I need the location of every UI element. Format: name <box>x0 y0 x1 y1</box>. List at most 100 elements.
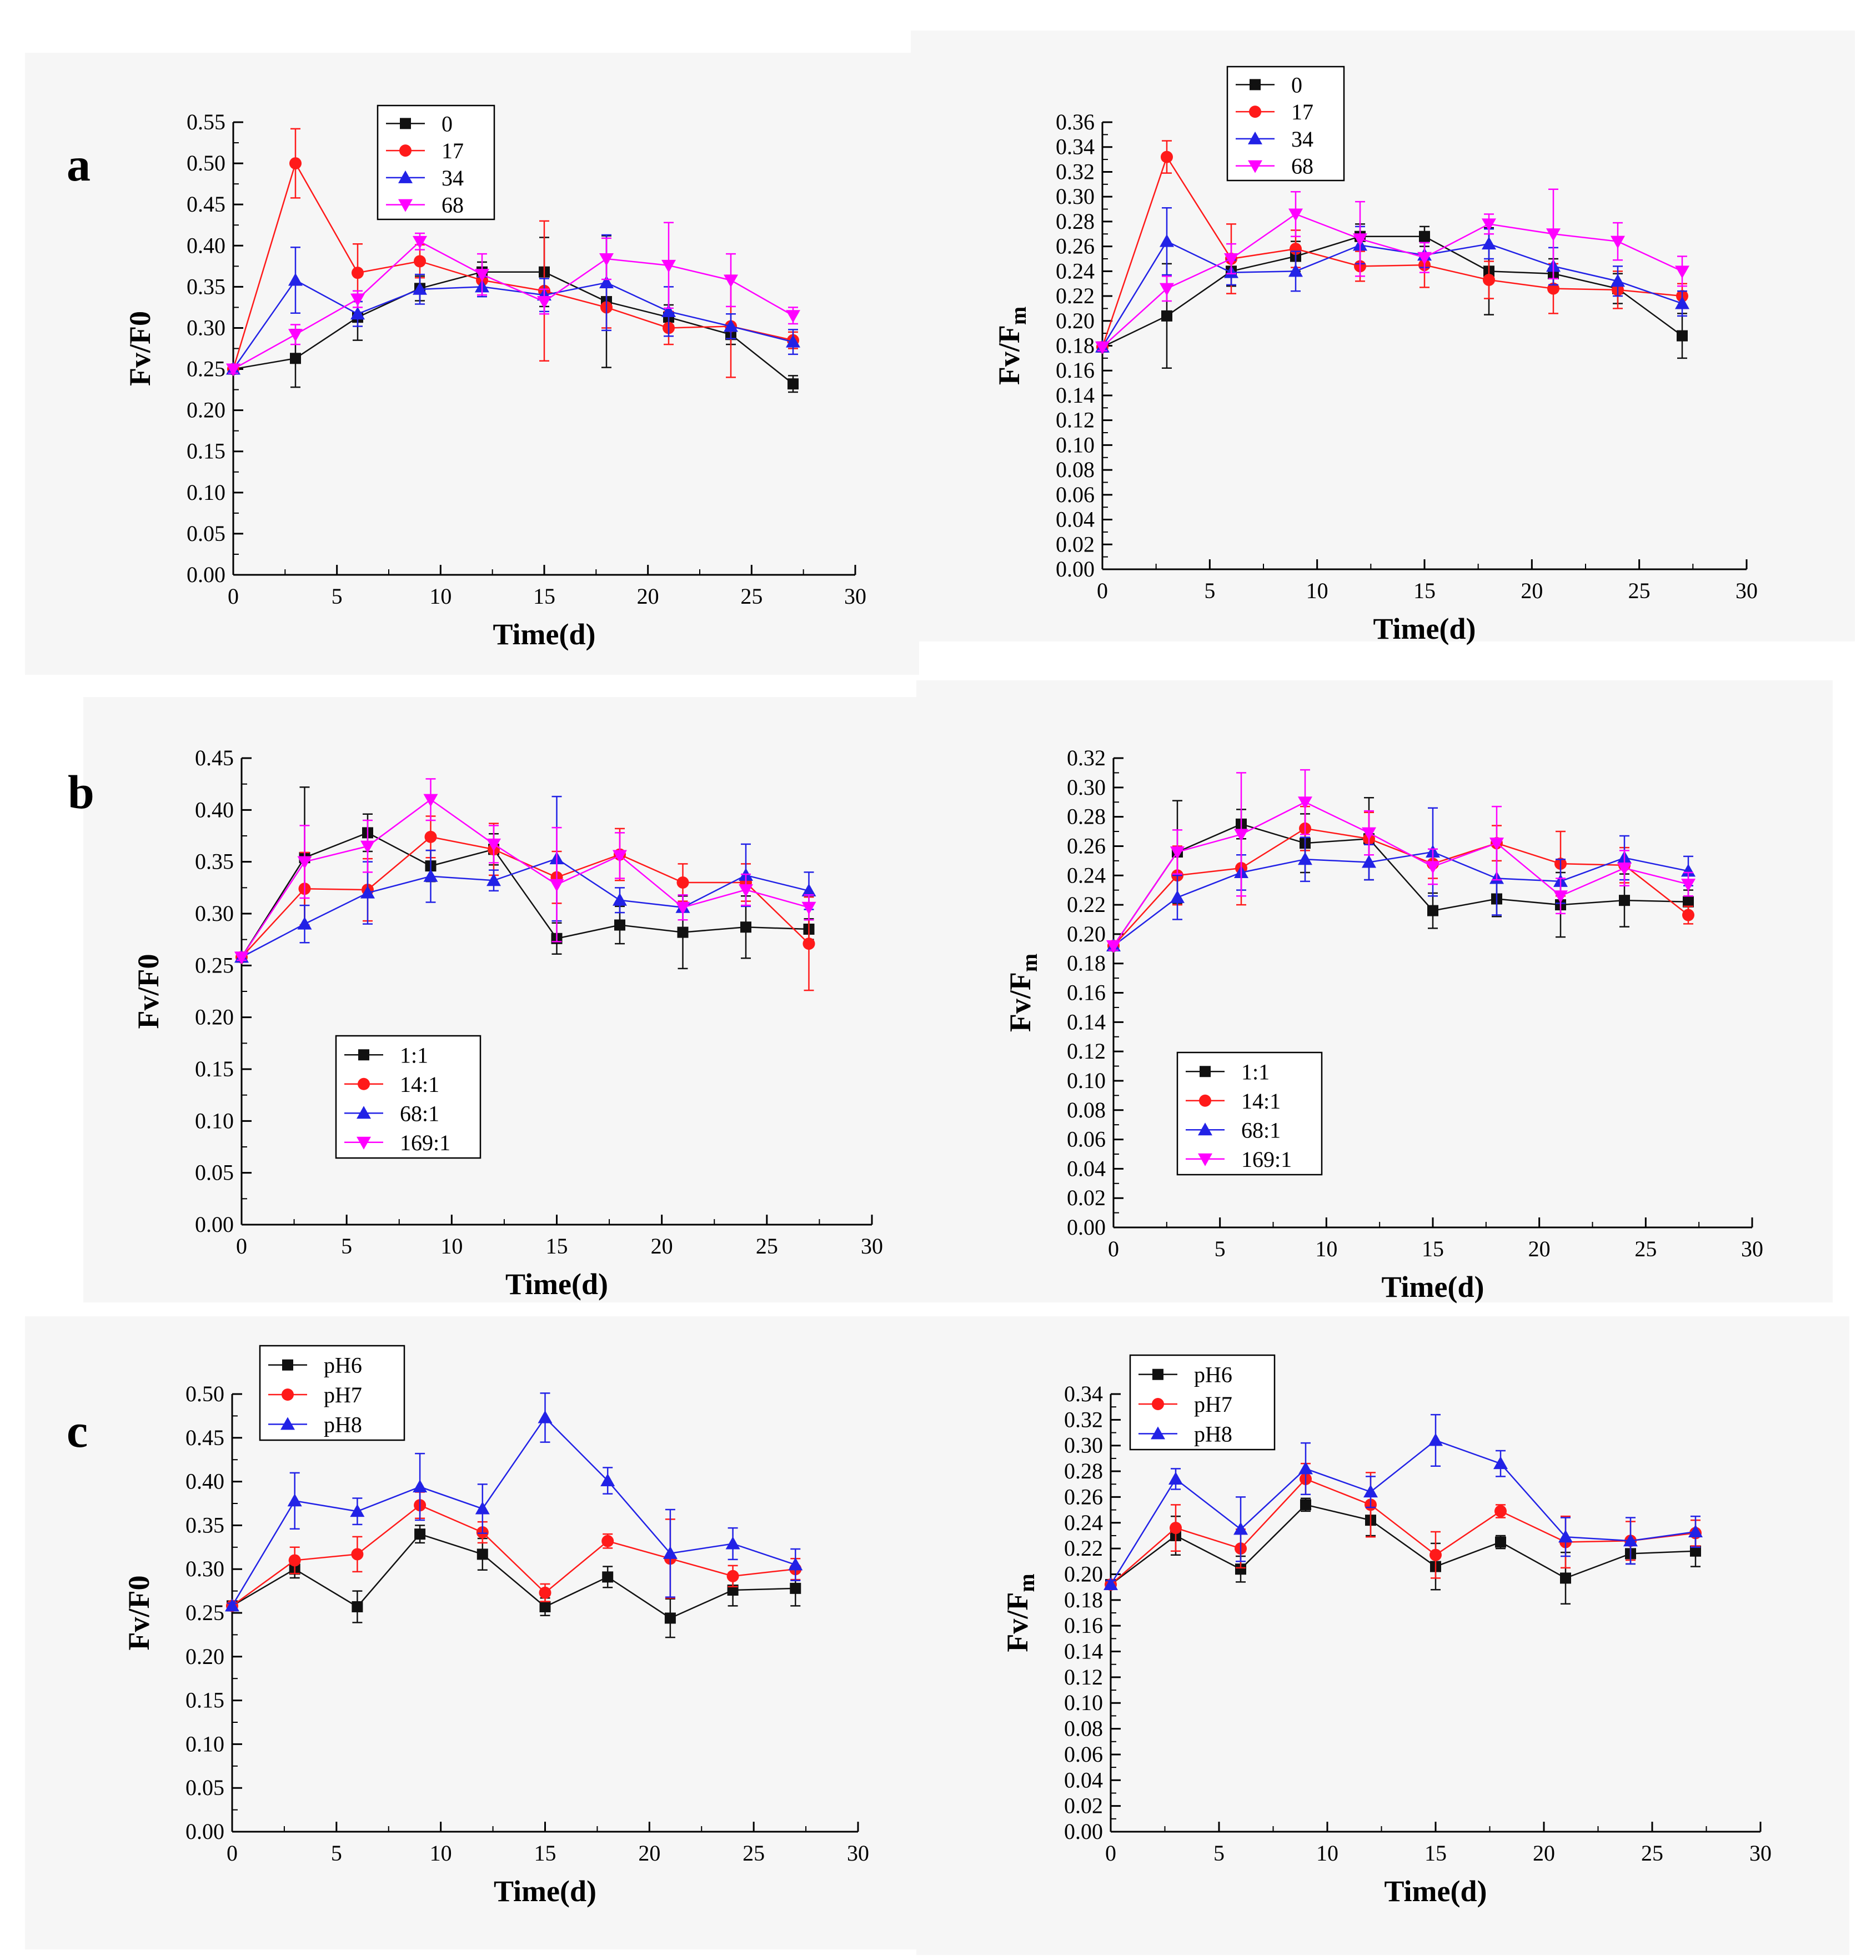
legend-marker <box>358 1077 370 1090</box>
data-point <box>787 378 799 390</box>
data-point <box>1611 274 1625 287</box>
y-tick-label: 0.10 <box>1056 432 1095 457</box>
data-point <box>802 938 815 950</box>
data-point <box>549 879 564 892</box>
x-axis-title: Time(d) <box>505 1267 608 1301</box>
y-axis-title-main: Fv/F0 <box>123 311 157 386</box>
legend-marker <box>400 118 411 129</box>
data-point <box>1300 1499 1311 1511</box>
y-tick-label: 0.00 <box>1056 557 1095 582</box>
x-tick-label: 15 <box>533 584 555 609</box>
legend-box <box>1226 66 1345 182</box>
data-point <box>801 901 816 915</box>
x-tick-label: 0 <box>227 1841 238 1866</box>
data-point <box>1160 234 1174 247</box>
y-tick-label: 0.20 <box>1056 308 1095 333</box>
data-point <box>1353 233 1367 247</box>
legend-label: 0 <box>442 111 453 136</box>
x-tick-label: 10 <box>430 1841 452 1866</box>
data-point <box>226 363 240 377</box>
data-point <box>661 259 676 273</box>
series-169-1 <box>1106 769 1696 953</box>
series-68 <box>226 222 800 377</box>
x-tick-label: 30 <box>1735 578 1758 603</box>
y-axis-title-main: Fv/F <box>1004 972 1037 1032</box>
y-tick-label: 0.04 <box>1056 507 1095 532</box>
x-tick-label: 30 <box>1741 1236 1763 1261</box>
data-point <box>675 901 690 915</box>
series-line <box>232 161 794 369</box>
y-tick-label: 0.22 <box>1056 283 1095 308</box>
legend-marker <box>1248 160 1262 173</box>
y-tick-label: 0.20 <box>195 1005 234 1030</box>
data-point <box>1493 1456 1508 1470</box>
data-point <box>350 307 365 320</box>
data-point <box>1690 1545 1701 1557</box>
legend-marker <box>1200 1066 1211 1077</box>
x-tick-label: 5 <box>1204 578 1215 603</box>
data-point <box>1681 864 1696 877</box>
y-tick-label: 0.40 <box>185 1469 224 1494</box>
data-point <box>1623 1533 1638 1547</box>
x-tick-label: 25 <box>1641 1841 1663 1866</box>
data-point <box>423 869 438 882</box>
y-tick-label: 0.08 <box>1056 457 1095 482</box>
data-point <box>297 916 312 930</box>
x-tick-label: 25 <box>1628 578 1651 603</box>
y-tick-label: 0.06 <box>1067 1127 1106 1152</box>
data-point <box>1558 1530 1573 1543</box>
legend-marker <box>1249 106 1261 118</box>
legend-label: 1:1 <box>400 1042 428 1067</box>
x-tick-label: 30 <box>861 1234 883 1259</box>
y-tick-label: 0.18 <box>1067 951 1106 976</box>
data-point <box>677 926 689 938</box>
data-point <box>613 893 627 906</box>
y-tick-label: 0.30 <box>187 315 225 340</box>
y-tick-label: 0.00 <box>195 1212 234 1237</box>
data-point <box>727 1585 739 1596</box>
y-tick-label: 0.10 <box>195 1108 234 1133</box>
data-point <box>360 840 375 854</box>
legend-marker <box>282 1359 293 1371</box>
y-tick-label: 0.30 <box>195 901 234 926</box>
x-tick-label: 15 <box>1424 1841 1447 1866</box>
data-point <box>1482 218 1496 232</box>
data-point <box>1362 827 1376 840</box>
legend-label: pH8 <box>324 1412 362 1437</box>
x-tick-label: 5 <box>341 1234 352 1259</box>
data-point <box>352 1601 363 1612</box>
y-axis-title-main: Fv/F0 <box>122 1576 156 1651</box>
data-point <box>1428 1433 1443 1446</box>
y-axis-title: Fv/F0 <box>123 311 157 386</box>
legend-marker <box>282 1388 294 1401</box>
chart-b-right-fv-fm: 0 5 10 15 20 25 30 0.00 0.02 0.04 0.06 0.08 0.10 0.12… <box>1004 745 1763 1304</box>
series-pH7 <box>226 1491 802 1612</box>
y-tick-label: 0.14 <box>1067 1009 1106 1034</box>
y-tick-label: 0.20 <box>1064 1561 1103 1586</box>
legend-label: 14:1 <box>1241 1089 1281 1114</box>
y-tick-label: 0.35 <box>195 849 234 874</box>
y-tick-label: 0.00 <box>1064 1819 1103 1844</box>
data-point <box>1103 1577 1118 1591</box>
y-tick-label: 0.05 <box>185 1775 224 1800</box>
data-point <box>1482 237 1496 250</box>
chart-c-left-fv-f0: 0 5 10 15 20 25 30 0.00 0.05 0.10 0.15 0.20 0.25 0.30… <box>122 1345 869 1908</box>
y-axis-title: Fv/Fm <box>1004 954 1042 1032</box>
data-point <box>1298 1461 1313 1475</box>
legend-marker <box>1248 131 1262 144</box>
legend-marker <box>1198 1122 1212 1136</box>
series-line <box>1101 240 1683 348</box>
y-tick-label: 0.15 <box>195 1056 234 1081</box>
y-tick-label: 0.28 <box>1064 1458 1103 1483</box>
data-point <box>1611 235 1625 249</box>
y-tick-label: 0.15 <box>185 1688 224 1713</box>
x-tick-label: 0 <box>1097 578 1108 603</box>
data-point <box>1417 252 1432 265</box>
legend-label: pH6 <box>324 1353 362 1378</box>
series-line <box>1113 828 1689 946</box>
x-tick-label: 0 <box>1108 1236 1119 1261</box>
legend-marker <box>357 1136 371 1150</box>
legend: 1:1 14:1 68:1 169:1 <box>1176 1051 1323 1176</box>
legend-marker <box>280 1417 295 1430</box>
